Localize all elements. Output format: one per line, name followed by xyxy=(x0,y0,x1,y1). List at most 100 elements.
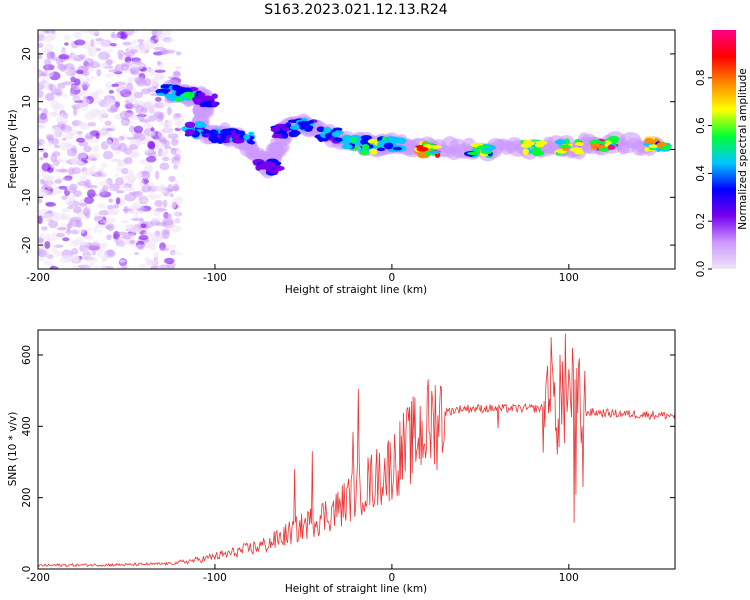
spectrogram-cell xyxy=(82,264,92,269)
spectrogram-cell xyxy=(46,51,56,60)
spectrogram-cell xyxy=(111,83,119,88)
spectrogram-cell xyxy=(93,266,102,269)
spectrogram-cell xyxy=(88,245,100,252)
spectrogram-cell xyxy=(119,110,130,120)
spectrogram-cell xyxy=(155,170,160,180)
spectrogram-cell xyxy=(134,44,141,49)
spectrogram-cell xyxy=(77,151,88,159)
spectrogram-cell xyxy=(41,170,47,180)
spectrogram-cell xyxy=(104,81,115,90)
spectrogram-cell xyxy=(149,68,155,77)
snr-panel: -200 -100 0 100 0 200 400 600 Height of straig… xyxy=(7,329,676,595)
spectrogram-cell xyxy=(118,136,125,141)
spectrogram-cell xyxy=(88,51,98,57)
spectrogram-cell xyxy=(62,81,74,86)
spectrogram-cell xyxy=(118,231,128,236)
spectrogram-cell xyxy=(324,132,332,139)
spectrogram-cell xyxy=(162,199,168,208)
spectrogram-cell xyxy=(102,150,114,160)
spectrogram-cell xyxy=(176,113,182,118)
colorbar-tick-label: 0.8 xyxy=(695,69,707,86)
spectrogram-cell xyxy=(289,130,301,136)
spectrogram-cell xyxy=(116,239,127,248)
spectrogram-cell xyxy=(167,213,172,219)
spectrogram-cell xyxy=(51,126,62,136)
spectrogram-cell xyxy=(73,256,79,265)
spectrogram-y-tick-label: -20 xyxy=(21,237,33,254)
spectrogram-cell xyxy=(89,170,97,175)
snr-series-line xyxy=(38,333,675,568)
spectrogram-cell xyxy=(173,153,181,161)
spectrogram-cell xyxy=(63,35,71,41)
spectrogram-cell xyxy=(38,54,43,60)
spectrogram-cell xyxy=(134,244,146,251)
spectrogram-x-tick-label: -200 xyxy=(26,272,50,284)
spectrogram-cell xyxy=(111,158,121,163)
spectrogram-cell xyxy=(196,98,205,103)
spectrogram-cell xyxy=(83,241,89,246)
spectrogram-cell xyxy=(149,195,156,200)
spectrogram-cell xyxy=(104,73,114,78)
spectrogram-cell xyxy=(84,196,95,204)
spectrogram-cell xyxy=(83,248,89,254)
spectrogram-cell xyxy=(200,130,206,135)
spectrogram-cell xyxy=(76,130,83,135)
spectrogram-cell xyxy=(169,204,176,209)
spectrogram-cell xyxy=(74,39,86,46)
spectrogram-cell xyxy=(117,259,126,263)
spectrogram-cell xyxy=(122,41,132,46)
spectrogram-cell xyxy=(66,147,78,157)
spectrogram-cell xyxy=(107,133,112,138)
spectrogram-cell xyxy=(73,31,83,40)
spectrogram-cell xyxy=(59,168,69,173)
spectrogram-cell xyxy=(53,144,61,149)
spectrogram-cell xyxy=(40,140,46,145)
spectrogram-cell xyxy=(43,152,49,159)
spectrogram-cell xyxy=(249,140,256,145)
colorbar-gradient xyxy=(712,30,736,269)
spectrogram-cell xyxy=(575,141,584,147)
spectrogram-cell xyxy=(42,108,48,116)
spectrogram-cell xyxy=(60,93,68,98)
spectrogram-cell xyxy=(75,69,84,75)
spectrogram-cell xyxy=(174,179,180,184)
spectrogram-cell xyxy=(179,87,192,92)
spectrogram-cell xyxy=(154,199,164,207)
spectrogram-cell xyxy=(76,102,83,107)
spectrogram-cell xyxy=(59,64,67,72)
spectrogram-cell xyxy=(199,102,209,108)
spectrogram-cell xyxy=(148,130,156,137)
spectrogram-cell xyxy=(98,210,110,216)
spectrogram-cell xyxy=(150,92,159,97)
spectrogram-cell xyxy=(323,126,332,133)
spectrogram-cell xyxy=(74,78,81,86)
spectrogram-cell xyxy=(117,85,125,92)
spectrogram-cell xyxy=(424,150,431,157)
spectrogram-cell xyxy=(84,132,94,141)
spectrogram-cell xyxy=(48,83,54,91)
spectrogram-cell xyxy=(62,137,67,141)
spectrogram-cell xyxy=(175,51,182,56)
spectrogram-cell xyxy=(68,194,77,202)
spectrogram-cell xyxy=(78,54,86,60)
spectrogram-cell xyxy=(92,145,100,153)
spectrogram-cell xyxy=(151,235,164,242)
spectrogram-cell xyxy=(38,107,43,112)
spectrogram-cell xyxy=(143,241,155,249)
spectrogram-cell xyxy=(44,43,54,52)
spectrogram-cell xyxy=(531,149,544,157)
spectrogram-cell xyxy=(38,90,44,98)
spectrogram-cell xyxy=(121,184,130,189)
spectrogram-cell xyxy=(220,128,233,136)
spectrogram-cell xyxy=(59,117,69,124)
spectrogram-cell xyxy=(156,114,164,123)
spectrogram-cell xyxy=(131,39,138,45)
spectrogram-cell xyxy=(161,30,172,36)
spectrogram-cell xyxy=(392,146,403,151)
spectrogram-cell xyxy=(159,162,170,171)
spectrogram-y-tick-label: 10 xyxy=(21,95,33,108)
spectrogram-cell xyxy=(467,151,481,156)
spectrogram-cell xyxy=(134,252,140,256)
spectrogram-cell xyxy=(59,159,66,164)
spectrogram-cell xyxy=(85,234,94,241)
